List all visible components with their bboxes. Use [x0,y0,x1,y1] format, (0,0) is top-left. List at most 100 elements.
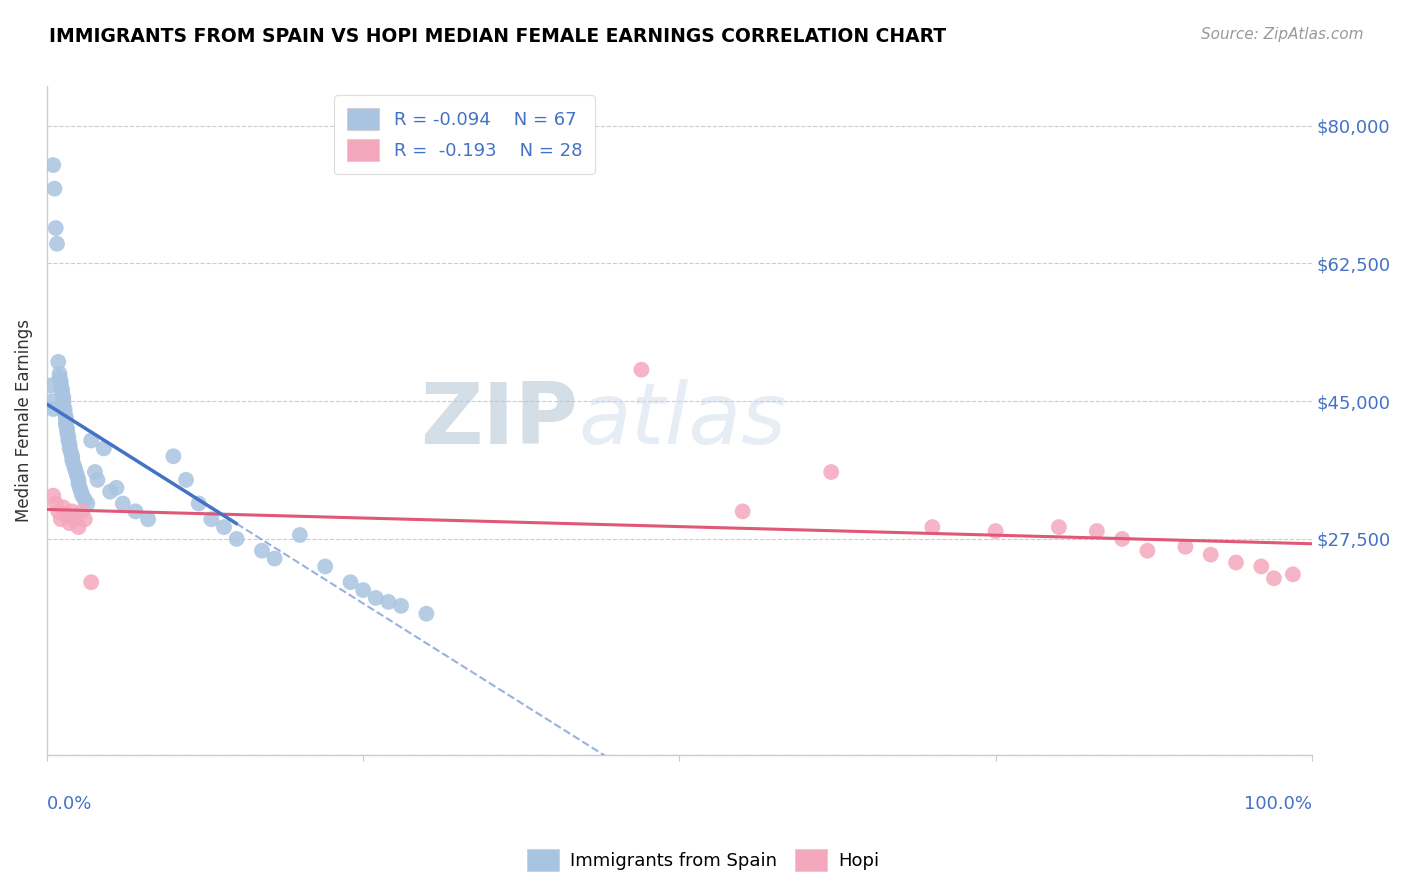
Point [60,450,83,464]
Point [984,524,1007,538]
Point [46,236,69,251]
Point [63,461,86,475]
Point [49,375,72,389]
Point [212,520,235,534]
Point [62,457,84,471]
Point [72,504,94,518]
Point [65,465,87,479]
Legend: R = -0.094    N = 67, R =  -0.193    N = 28: R = -0.094 N = 67, R = -0.193 N = 28 [335,95,595,174]
Point [731,504,754,518]
Point [66,469,89,483]
Text: atlas: atlas [578,379,786,462]
Point [52,398,75,412]
Point [59,445,82,459]
Point [58,434,80,448]
Point [59,437,82,451]
Point [70,484,93,499]
Point [415,607,437,621]
Point [105,481,128,495]
Point [187,496,209,510]
Point [1199,548,1222,562]
Point [1136,543,1159,558]
Point [53,402,76,417]
Point [60,504,83,518]
Point [51,386,73,401]
Text: ZIP: ZIP [420,379,578,462]
Point [67,476,90,491]
Point [225,532,247,546]
Point [69,481,91,495]
Point [72,489,94,503]
Point [339,575,361,590]
Point [51,383,73,397]
Point [55,417,77,432]
Point [820,465,842,479]
Point [46,355,69,369]
Point [45,496,67,510]
Point [42,158,65,172]
Point [55,508,77,523]
Point [56,425,79,440]
Point [46,504,69,518]
Point [48,370,70,384]
Point [80,575,103,590]
Point [42,489,65,503]
Point [389,599,412,613]
Point [124,504,146,518]
Point [1085,524,1108,538]
Point [174,473,197,487]
Text: 0.0%: 0.0% [46,796,93,814]
Point [1111,532,1133,546]
Point [52,394,75,409]
Point [98,484,121,499]
Text: 100.0%: 100.0% [1244,796,1312,814]
Point [1282,567,1305,582]
Point [52,500,75,515]
Point [162,450,184,464]
Point [63,512,86,526]
Point [630,362,652,376]
Point [314,559,336,574]
Point [352,583,374,598]
Point [49,378,72,392]
Point [45,221,67,235]
Point [55,409,77,424]
Point [200,512,222,526]
Y-axis label: Median Female Earnings: Median Female Earnings [15,319,32,523]
Point [48,367,70,381]
Point [263,551,285,566]
Point [1174,540,1197,554]
Point [67,520,90,534]
Point [1263,571,1285,585]
Point [58,429,80,443]
Point [49,512,72,526]
Point [86,473,108,487]
Point [1250,559,1272,574]
Point [56,422,79,436]
Point [59,516,82,531]
Point [73,512,96,526]
Point [93,442,115,456]
Point [53,406,76,420]
Point [55,414,77,428]
Point [41,394,63,409]
Point [42,402,65,417]
Point [1225,556,1247,570]
Point [288,528,311,542]
Point [60,453,83,467]
Point [76,496,98,510]
Legend: Immigrants from Spain, Hopi: Immigrants from Spain, Hopi [519,842,887,879]
Point [44,182,66,196]
Point [39,378,62,392]
Point [59,442,82,456]
Text: IMMIGRANTS FROM SPAIN VS HOPI MEDIAN FEMALE EARNINGS CORRELATION CHART: IMMIGRANTS FROM SPAIN VS HOPI MEDIAN FEM… [49,27,946,45]
Text: Source: ZipAtlas.com: Source: ZipAtlas.com [1201,27,1364,42]
Point [377,595,399,609]
Point [111,496,134,510]
Point [1047,520,1070,534]
Point [67,473,90,487]
Point [84,465,107,479]
Point [52,390,75,404]
Point [80,434,103,448]
Point [250,543,273,558]
